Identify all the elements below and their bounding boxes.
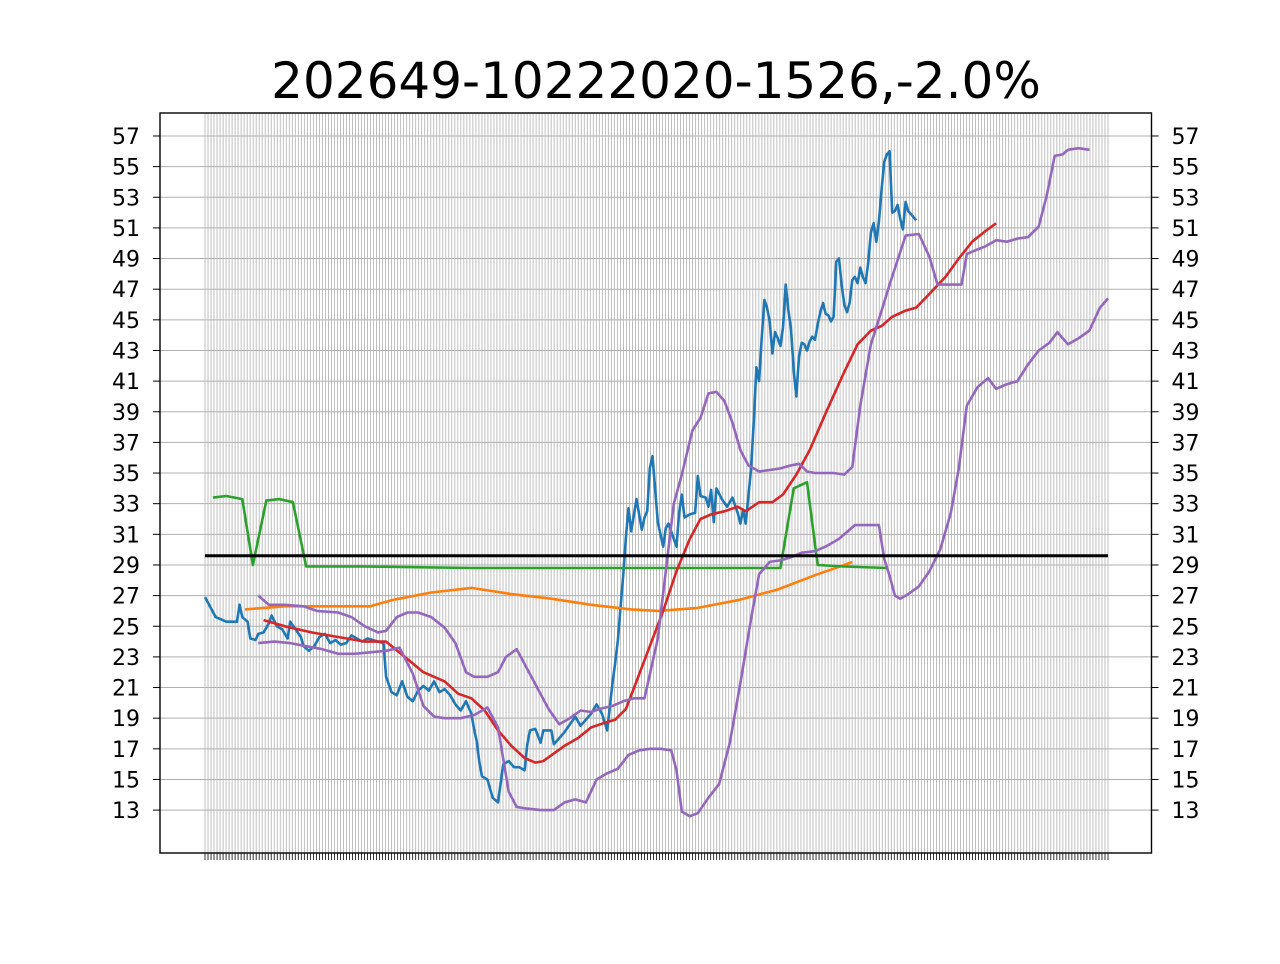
y-tick-label: 51: [1172, 217, 1200, 242]
grid-layer: [160, 113, 1152, 853]
y-tick-label: 33: [1172, 493, 1200, 518]
series-line-5: [258, 297, 1109, 818]
y-tick-label: 17: [112, 738, 140, 763]
plot-frame: [159, 112, 1153, 854]
y-tick-label: 27: [1172, 585, 1200, 610]
y-tick-label: 53: [1172, 186, 1200, 211]
y-tick-label: 37: [112, 431, 140, 456]
y-tick-label: 29: [112, 554, 140, 579]
y-tick-label: 41: [112, 370, 140, 395]
y-tick-label: 53: [112, 186, 140, 211]
y-tick-label: 41: [1172, 370, 1200, 395]
y-tick-label: 13: [112, 799, 140, 824]
y-tick-label: 45: [112, 309, 140, 334]
y-axis-left: 13 15 17 19 21 23 25 27 29 31 33 35 37 39 41 43 45 47 49 51…: [112, 125, 160, 824]
y-tick-label: 45: [1172, 309, 1200, 334]
y-tick-label: 35: [112, 462, 140, 487]
series-line-4: [257, 146, 1090, 726]
x-ticks: [204, 853, 1109, 860]
y-tick-label: 19: [1172, 707, 1200, 732]
y-tick-label: 43: [112, 339, 140, 364]
y-tick-label: 23: [112, 646, 140, 671]
y-tick-label: 37: [1172, 431, 1200, 456]
y-tick-label: 33: [112, 493, 140, 518]
y-tick-label: 19: [112, 707, 140, 732]
y-tick-label: 49: [1172, 248, 1200, 273]
y-tick-label: 27: [112, 585, 140, 610]
y-tick-label: 43: [1172, 339, 1200, 364]
y-tick-label: 47: [112, 278, 140, 303]
y-tick-label: 15: [1172, 768, 1200, 793]
y-tick-label: 47: [1172, 278, 1200, 303]
y-tick-label: 39: [1172, 401, 1200, 426]
y-tick-label: 49: [112, 248, 140, 273]
y-tick-label: 29: [1172, 554, 1200, 579]
series-line-2: [212, 480, 887, 570]
y-tick-label: 55: [1172, 156, 1200, 181]
y-tick-label: 51: [112, 217, 140, 242]
chart-title: 202649-10222020-1526,-2.0%: [271, 52, 1041, 110]
y-tick-label: 25: [1172, 615, 1200, 640]
y-tick-label: 21: [1172, 677, 1200, 702]
series-layer: [203, 146, 1109, 818]
y-tick-label: 57: [1172, 125, 1200, 150]
y-tick-label: 31: [112, 523, 140, 548]
y-tick-label: 57: [112, 125, 140, 150]
y-tick-label: 55: [112, 156, 140, 181]
y-tick-label: 17: [1172, 738, 1200, 763]
series-line-1: [244, 560, 853, 613]
y-axis-right: 13 15 17 19 21 23 25 27 29 31 33 35 37 39 41 43 45 47 49 51…: [1151, 125, 1200, 824]
y-tick-label: 21: [112, 677, 140, 702]
series-line-3: [263, 222, 997, 764]
y-tick-label: 35: [1172, 462, 1200, 487]
y-tick-label: 39: [112, 401, 140, 426]
y-tick-label: 15: [112, 768, 140, 793]
y-tick-label: 31: [1172, 523, 1200, 548]
y-tick-label: 13: [1172, 799, 1200, 824]
y-tick-label: 25: [112, 615, 140, 640]
y-tick-label: 23: [1172, 646, 1200, 671]
